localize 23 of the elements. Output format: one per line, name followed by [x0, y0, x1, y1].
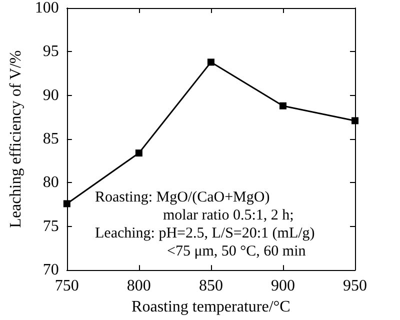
x-tick-label: 950 [343, 278, 367, 295]
x-axis-title: Roasting temperature/°C [132, 298, 290, 316]
y-tick-label: 75 [42, 218, 59, 235]
annotation: Leaching: pH=2.5, L/S=20:1 (mL/g) [95, 226, 315, 242]
y-tick-label: 95 [42, 43, 59, 60]
y-tick-label: 80 [42, 174, 59, 192]
x-tick-label: 850 [198, 278, 223, 295]
y-tick-label: 70 [42, 262, 59, 279]
x-tick-label: 800 [126, 278, 151, 295]
annotation: molar ratio 0.5:1, 2 h; [163, 208, 294, 224]
y-tick-label: 85 [42, 130, 59, 148]
point [352, 117, 358, 124]
annotation: <75 μm, 50 °C, 60 min [167, 244, 306, 260]
point [279, 102, 286, 110]
y-tick-label: 100 [34, 0, 59, 16]
point [135, 150, 142, 157]
point [207, 58, 214, 66]
y-axis-title: Leaching efficiency of V/% [8, 50, 24, 228]
annotation: Roasting: MgO/(CaO+MgO) [95, 190, 270, 206]
x-tick-label: 900 [270, 278, 295, 295]
y-tick-label: 90 [42, 86, 59, 104]
point [63, 200, 70, 208]
x-tick-label: 750 [54, 278, 79, 295]
